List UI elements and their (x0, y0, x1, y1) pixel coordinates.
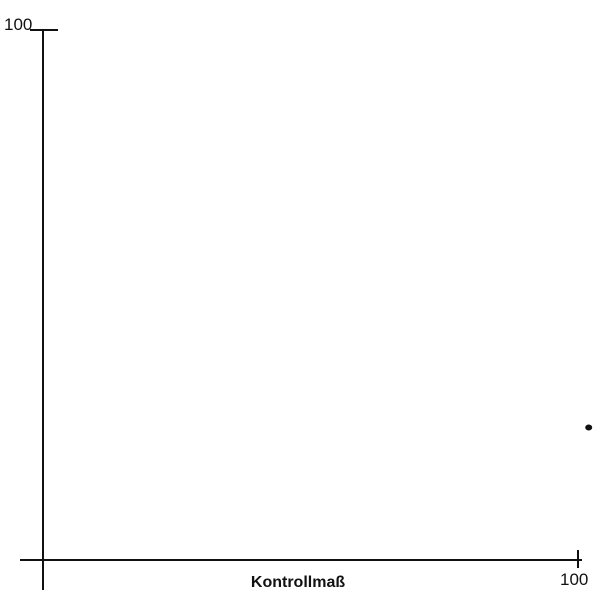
data-point (585, 424, 593, 431)
x-tick-label-100: 100 (560, 570, 588, 589)
x-axis-title: Kontrollmaß (251, 574, 345, 591)
data-points (585, 424, 593, 431)
y-tick-label-100: 100 (4, 15, 32, 34)
